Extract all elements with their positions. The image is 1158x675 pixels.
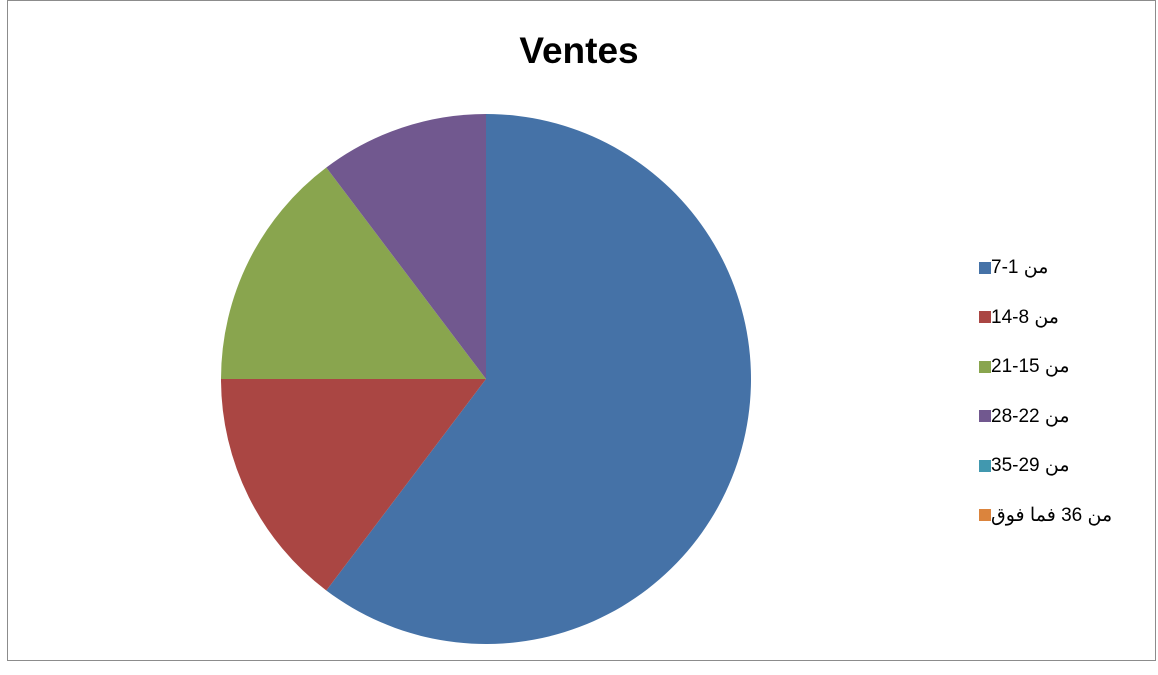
legend-swatch: [979, 509, 991, 522]
legend-item-1: من 1-7: [975, 243, 1125, 293]
legend-item-5: من 29-35: [975, 441, 1125, 491]
pie-slice-4: [326, 114, 486, 379]
legend-item-2: من 8-14: [975, 293, 1125, 343]
legend-label: من 29-35: [991, 455, 1070, 477]
pie-slice-1: [326, 114, 752, 644]
legend-label: من 36 فما فوق: [991, 504, 1113, 526]
legend-item-3: من 15-21: [975, 342, 1125, 392]
pie-slice-2: [221, 379, 486, 591]
legend-item-4: من 22-28: [975, 392, 1125, 442]
pie-slice-3: [221, 167, 486, 379]
chart-title: Ventes: [519, 30, 639, 71]
legend-item-6: من 36 فما فوق: [975, 491, 1125, 541]
legend-swatch: [979, 360, 991, 373]
legend-swatch: [979, 261, 991, 274]
legend-label: من 22-28: [991, 405, 1070, 427]
legend-label: من 15-21: [991, 356, 1070, 378]
legend-label: من 8-14: [991, 306, 1059, 328]
legend-swatch: [979, 410, 991, 423]
legend-swatch: [979, 311, 991, 324]
legend-label: من 1-7: [991, 257, 1049, 279]
legend-swatch: [979, 459, 991, 472]
chart-legend: من 1-7 من 8-14 من 15-21 من 22-28 من 29-35 من …: [975, 243, 1125, 540]
